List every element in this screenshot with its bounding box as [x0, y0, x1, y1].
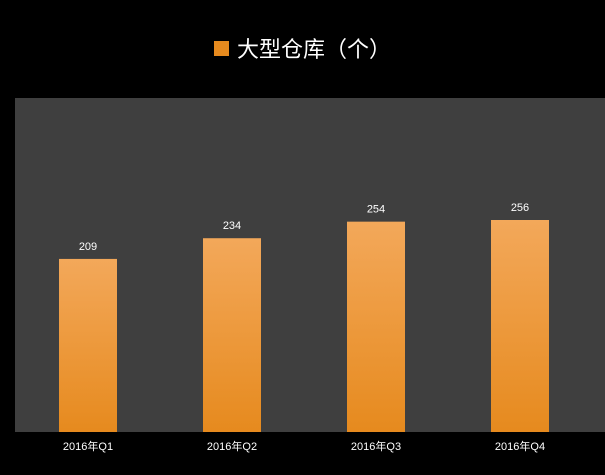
- bar: [59, 258, 117, 432]
- data-label: 234: [223, 220, 241, 232]
- legend-swatch: [213, 40, 229, 56]
- bar: [203, 238, 261, 432]
- bar: [491, 220, 549, 432]
- data-label: 209: [79, 241, 97, 253]
- x-tick-label: 2016年Q3: [351, 439, 401, 453]
- legend: 大型仓库（个）: [0, 32, 605, 64]
- x-tick-label: 2016年Q2: [207, 439, 257, 453]
- legend-label: 大型仓库（个）: [236, 38, 391, 63]
- data-label: 254: [367, 204, 385, 216]
- x-tick-label: 2016年Q1: [63, 439, 113, 453]
- bar: [347, 221, 405, 432]
- data-label: 256: [511, 202, 529, 214]
- x-tick-label: 2016年Q4: [495, 439, 545, 453]
